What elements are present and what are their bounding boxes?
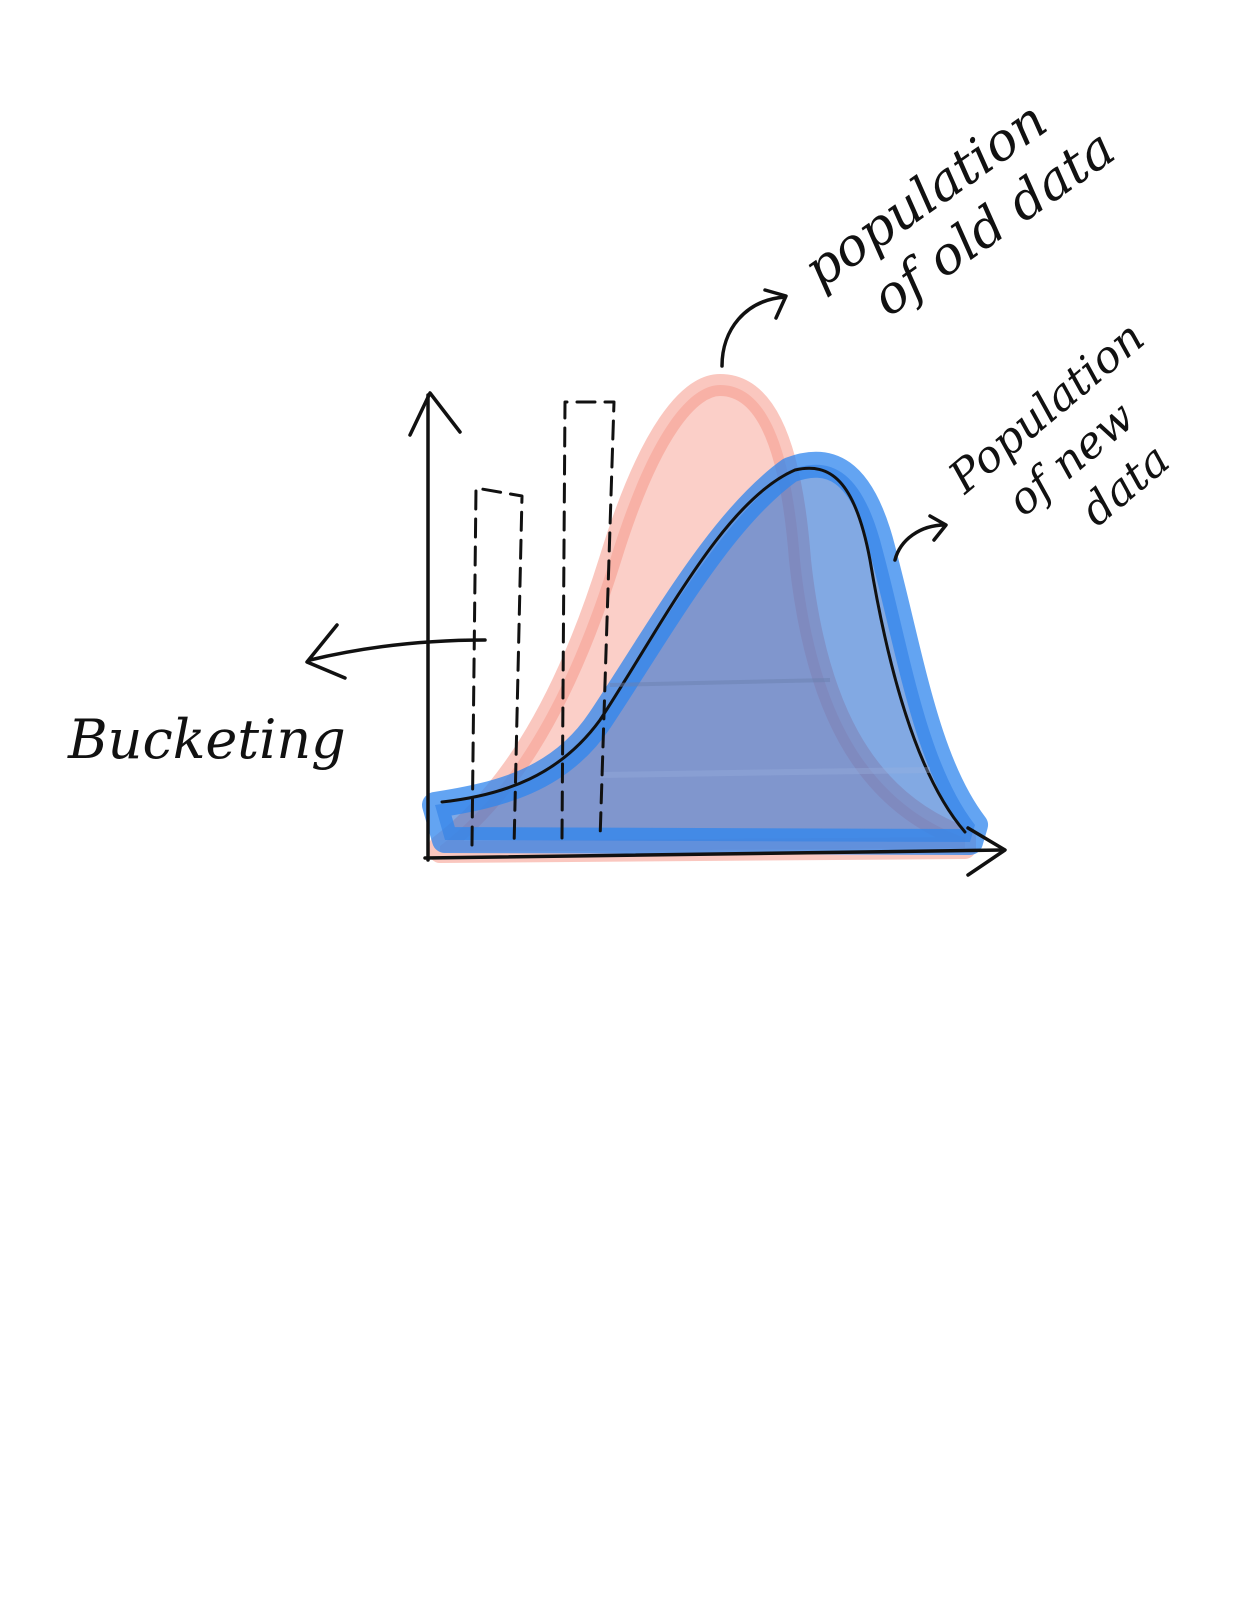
new-population-arrowhead [928,514,948,542]
bucket-2 [560,400,616,842]
x-axis [423,848,1005,860]
y-axis-arrowhead [408,391,462,437]
overlap-shade-line-1 [609,678,831,687]
old-population-label: population of old data [793,90,1126,328]
old-population-arrow [720,295,787,368]
new-population-outline [440,466,967,834]
bucketing-label: Bucketing [67,708,346,771]
old-population-arrowhead [763,288,788,320]
bucket-1 [470,486,524,850]
x-axis-arrowhead [966,826,1007,877]
new-population-arrow [893,523,947,562]
bucketing-arrow [308,638,487,662]
new-population-label: Population of new data [939,312,1180,537]
overlap-shade-line-2 [599,767,931,778]
bucketing-arrowhead [305,623,347,680]
